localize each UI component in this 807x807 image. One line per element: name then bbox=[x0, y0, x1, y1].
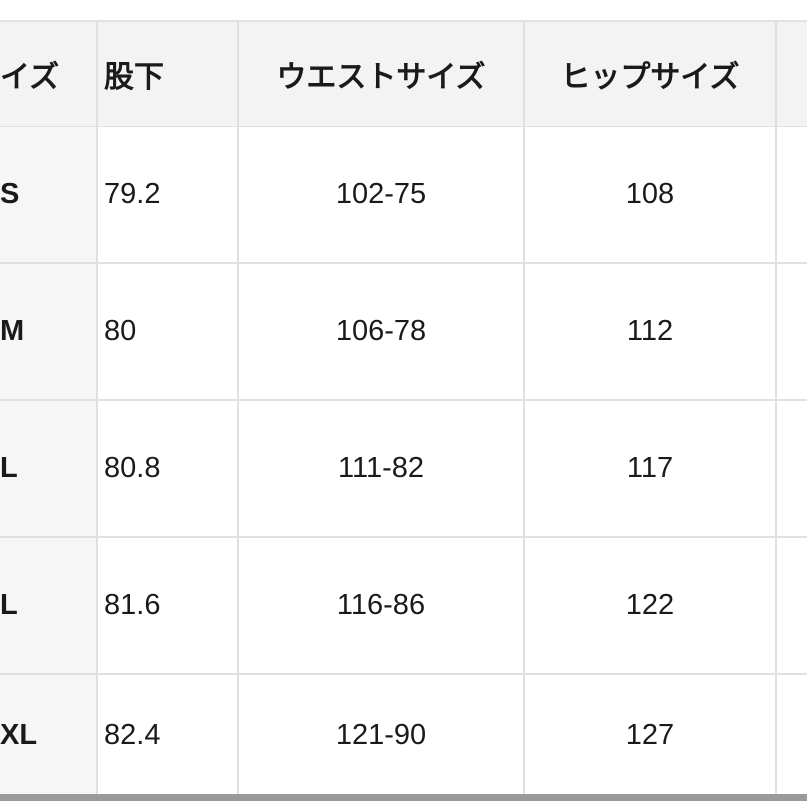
size-cell: L bbox=[0, 538, 98, 673]
waist-cell: 106-78 bbox=[239, 264, 525, 399]
inseam-cell: 79.2 bbox=[98, 127, 239, 262]
extra-cell bbox=[777, 264, 807, 399]
waist-cell: 121-90 bbox=[239, 675, 525, 795]
inseam-cell: 81.6 bbox=[98, 538, 239, 673]
waist-cell: 111-82 bbox=[239, 401, 525, 536]
size-cell: S bbox=[0, 127, 98, 262]
hip-cell: 117 bbox=[525, 401, 777, 536]
hip-cell: 127 bbox=[525, 675, 777, 795]
extra-cell bbox=[777, 127, 807, 262]
header-size: イズ bbox=[0, 22, 98, 126]
hip-cell: 122 bbox=[525, 538, 777, 673]
bottom-border bbox=[0, 794, 807, 801]
size-cell: M bbox=[0, 264, 98, 399]
size-cell: L bbox=[0, 401, 98, 536]
table-row: XL 82.4 121-90 127 bbox=[0, 675, 807, 797]
waist-cell: 116-86 bbox=[239, 538, 525, 673]
waist-cell: 102-75 bbox=[239, 127, 525, 262]
hip-cell: 112 bbox=[525, 264, 777, 399]
header-extra bbox=[777, 22, 807, 126]
size-chart-table: イズ 股下 ウエストサイズ ヒップサイズ S 79.2 102-75 108 M 80 10… bbox=[0, 20, 807, 797]
header-inseam: 股下 bbox=[98, 22, 239, 126]
inseam-cell: 82.4 bbox=[98, 675, 239, 795]
header-hip: ヒップサイズ bbox=[525, 22, 777, 126]
table-row: M 80 106-78 112 bbox=[0, 264, 807, 401]
extra-cell bbox=[777, 675, 807, 795]
header-row: イズ 股下 ウエストサイズ ヒップサイズ bbox=[0, 22, 807, 128]
table-row: L 81.6 116-86 122 bbox=[0, 538, 807, 675]
table-row: L 80.8 111-82 117 bbox=[0, 401, 807, 538]
extra-cell bbox=[777, 538, 807, 673]
table-row: S 79.2 102-75 108 bbox=[0, 127, 807, 264]
hip-cell: 108 bbox=[525, 127, 777, 262]
size-cell: XL bbox=[0, 675, 98, 795]
inseam-cell: 80 bbox=[98, 264, 239, 399]
extra-cell bbox=[777, 401, 807, 536]
inseam-cell: 80.8 bbox=[98, 401, 239, 536]
header-waist: ウエストサイズ bbox=[239, 22, 525, 126]
